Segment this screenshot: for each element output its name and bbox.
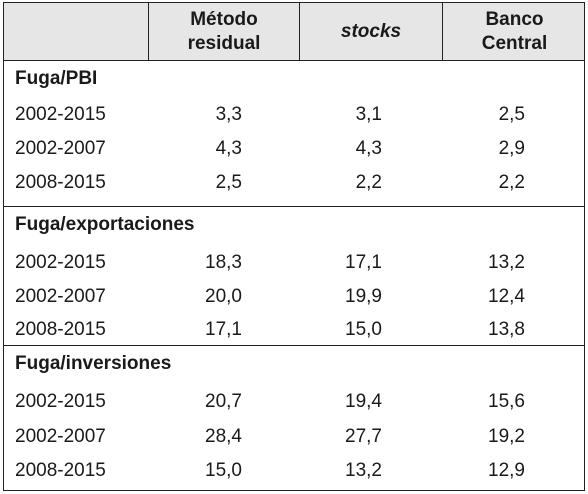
- value-stocks: 4,3: [355, 138, 382, 159]
- table-row: 2002-2015 3,3 3,1 2,5: [4, 97, 584, 132]
- table-row: 2002-2007 4,3 4,3 2,9: [4, 131, 584, 166]
- header-metodo-residual: Método residual: [149, 3, 300, 60]
- value-banco-central: 13,8: [488, 319, 525, 340]
- value-metodo-residual: 18,3: [205, 252, 242, 273]
- table-row: 2008-2015 15,0 13,2 12,9: [4, 453, 584, 488]
- section-title: Fuga/PBI: [15, 68, 98, 89]
- value-metodo-residual: 20,0: [205, 286, 242, 307]
- value-banco-central: 15,6: [488, 391, 525, 412]
- table-row: 2002-2015 20,7 19,4 15,6: [4, 384, 584, 419]
- value-stocks: 27,7: [345, 426, 382, 447]
- table-row: 2002-2015 18,3 17,1 13,2: [4, 245, 584, 280]
- value-metodo-residual: 3,3: [215, 104, 242, 125]
- period-cell: 2002-2015: [15, 391, 106, 412]
- header-col3-line1: Banco: [485, 8, 544, 30]
- period-cell: 2002-2015: [15, 252, 106, 273]
- period-cell: 2002-2015: [15, 104, 106, 125]
- value-banco-central: 13,2: [488, 252, 525, 273]
- table-row: 2008-2015 17,1 15,0 13,8: [4, 312, 584, 347]
- value-banco-central: 19,2: [488, 426, 525, 447]
- section-title: Fuga/inversiones: [15, 353, 172, 374]
- table-row: 2002-2007 28,4 27,7 19,2: [4, 419, 584, 454]
- value-metodo-residual: 2,5: [215, 172, 242, 193]
- period-cell: 2008-2015: [15, 172, 106, 193]
- section-fuga-exportaciones: Fuga/exportaciones 2002-2015 18,3 17,1 1…: [4, 206, 584, 346]
- value-banco-central: 2,9: [498, 138, 525, 159]
- value-stocks: 19,9: [345, 286, 382, 307]
- header-empty-cell: [4, 3, 149, 60]
- section-fuga-inversiones: Fuga/inversiones 2002-2015 20,7 19,4 15,…: [4, 345, 584, 490]
- header-col3-line2: Central: [481, 32, 548, 54]
- header-stocks: stocks: [300, 3, 443, 60]
- header-col1-line1: Método: [190, 8, 258, 30]
- value-stocks: 2,2: [355, 172, 382, 193]
- value-stocks: 15,0: [345, 319, 382, 340]
- value-banco-central: 2,2: [498, 172, 525, 193]
- value-banco-central: 12,4: [488, 286, 525, 307]
- data-table: Método residual stocks Banco Central Fug…: [3, 2, 585, 491]
- value-stocks: 17,1: [345, 252, 382, 273]
- value-metodo-residual: 17,1: [205, 319, 242, 340]
- value-metodo-residual: 15,0: [205, 460, 242, 481]
- period-cell: 2008-2015: [15, 460, 106, 481]
- value-banco-central: 12,9: [488, 460, 525, 481]
- period-cell: 2008-2015: [15, 319, 106, 340]
- header-banco-central: Banco Central: [443, 3, 586, 60]
- value-stocks: 13,2: [345, 460, 382, 481]
- header-col1-line2: residual: [187, 32, 261, 54]
- section-title: Fuga/exportaciones: [15, 214, 195, 235]
- value-stocks: 19,4: [345, 391, 382, 412]
- period-cell: 2002-2007: [15, 286, 106, 307]
- value-metodo-residual: 20,7: [205, 391, 242, 412]
- value-stocks: 3,1: [355, 104, 382, 125]
- value-metodo-residual: 4,3: [215, 138, 242, 159]
- header-col2-label: stocks: [340, 20, 402, 42]
- value-metodo-residual: 28,4: [205, 426, 242, 447]
- section-fuga-pbi: Fuga/PBI 2002-2015 3,3 3,1 2,5 2002-2007…: [4, 61, 584, 199]
- table-row: 2008-2015 2,5 2,2 2,2: [4, 165, 584, 200]
- table-header: Método residual stocks Banco Central: [4, 3, 584, 61]
- value-banco-central: 2,5: [498, 104, 525, 125]
- period-cell: 2002-2007: [15, 426, 106, 447]
- period-cell: 2002-2007: [15, 138, 106, 159]
- table-row: 2002-2007 20,0 19,9 12,4: [4, 279, 584, 314]
